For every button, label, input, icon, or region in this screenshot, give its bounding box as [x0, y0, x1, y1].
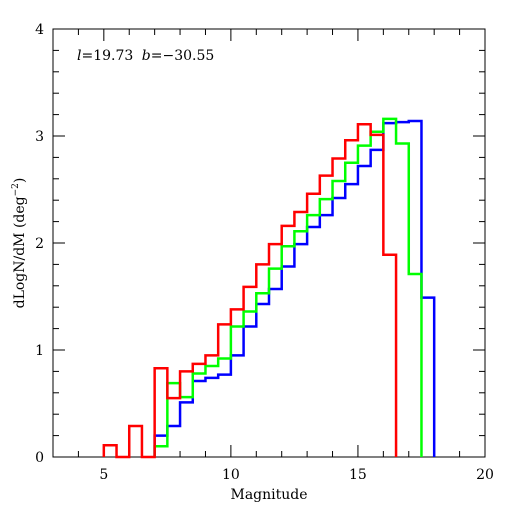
annotation: l=19.73 b=−30.55: [77, 48, 214, 64]
series-line-3: [102, 122, 398, 459]
y-axis-title-close: ): [12, 178, 28, 183]
major-ticks: [53, 28, 486, 458]
y-axis-title-sup: −2: [11, 183, 21, 196]
y-axis-title-main: dLogN/dM (deg: [12, 196, 28, 308]
x-tick-label: 5: [99, 467, 108, 483]
y-tick-label: 4: [35, 22, 44, 38]
y-axis-title: dLogN/dM (deg−2): [11, 178, 28, 309]
annotation-b-value: −30.55: [162, 48, 214, 64]
series-line-2: [153, 117, 423, 457]
annotation-l-value: 19.73: [93, 48, 133, 64]
y-tick-label: 0: [35, 450, 44, 466]
x-tick-label: 20: [476, 467, 494, 483]
y-tick-label: 3: [35, 129, 44, 145]
x-axis-title: Magnitude: [230, 487, 307, 503]
x-tick-label: 15: [349, 467, 367, 483]
series-layer: [102, 117, 436, 459]
x-tick-label: 10: [222, 467, 240, 483]
minor-ticks: [52, 29, 485, 457]
y-tick-label: 1: [35, 343, 44, 359]
tick-labels: 5 10 15 20 0 1 2 3 4: [35, 22, 494, 483]
y-tick-label: 2: [35, 236, 44, 252]
series-line-1: [153, 119, 436, 457]
